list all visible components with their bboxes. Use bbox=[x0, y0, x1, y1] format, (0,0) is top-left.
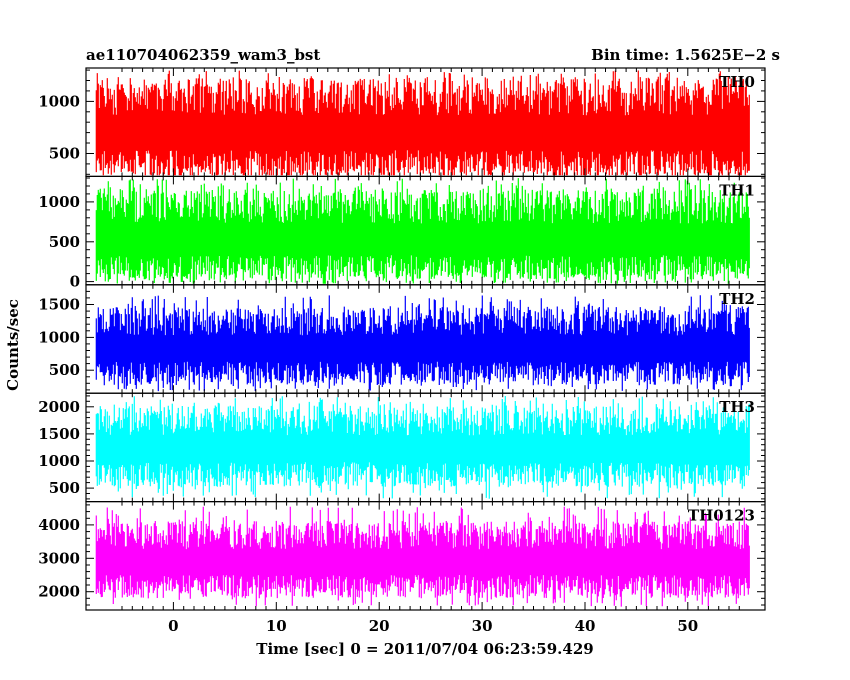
y-tick-label: 1000 bbox=[38, 193, 80, 211]
panel-name-label: TH0123 bbox=[688, 507, 755, 525]
panel-name-label: TH2 bbox=[719, 290, 755, 308]
panel-th3: 500 1000 1500 2000 TH3 bbox=[38, 392, 766, 503]
panel-th1: 0 500 1000 TH1 bbox=[38, 175, 766, 291]
series-th2 bbox=[95, 295, 750, 392]
series-th3 bbox=[95, 396, 750, 499]
panel-th2: 500 1000 1500 TH2 bbox=[38, 284, 766, 394]
y-tick-label: 1000 bbox=[38, 452, 80, 470]
y-tick-label: 4000 bbox=[38, 516, 80, 534]
series-th0123 bbox=[95, 506, 750, 607]
x-tick-label: 20 bbox=[369, 617, 390, 635]
panel-frame bbox=[85, 501, 766, 611]
x-tick-label: 10 bbox=[266, 617, 287, 635]
y-tick-label: 500 bbox=[49, 233, 80, 251]
series-th0 bbox=[95, 70, 750, 176]
y-tick-label: 0 bbox=[70, 273, 80, 291]
series-th1 bbox=[95, 178, 750, 284]
bin-time-label: Bin time: 1.5625E−2 s bbox=[591, 46, 780, 64]
panel-th0123: 2000 3000 4000 TH0123 bbox=[38, 501, 766, 611]
x-axis-label: Time [sec] 0 = 2011/07/04 06:23:59.429 bbox=[256, 640, 593, 658]
y-tick-label: 500 bbox=[49, 479, 80, 497]
observation-id-title: ae110704062359_wam3_bst bbox=[86, 46, 320, 64]
panel-th0: 500 1000 TH0 bbox=[38, 67, 766, 178]
x-tick-label: 30 bbox=[472, 617, 493, 635]
y-tick-label: 1500 bbox=[38, 425, 80, 443]
y-tick-label: 1500 bbox=[38, 296, 80, 314]
x-tick-label: 0 bbox=[168, 617, 178, 635]
y-tick-label: 1000 bbox=[38, 92, 80, 110]
x-tick-label: 40 bbox=[575, 617, 596, 635]
panel-name-label: TH1 bbox=[719, 181, 755, 199]
y-tick-label: 2000 bbox=[38, 583, 80, 601]
y-tick-label: 2000 bbox=[38, 398, 80, 416]
y-axis-label: Counts/sec bbox=[4, 299, 22, 391]
y-tick-label: 1000 bbox=[38, 328, 80, 346]
y-tick-label: 3000 bbox=[38, 549, 80, 567]
y-tick-label: 500 bbox=[49, 145, 80, 163]
panel-name-label: TH0 bbox=[719, 73, 755, 91]
panel-name-label: TH3 bbox=[719, 398, 755, 416]
y-tick-label: 500 bbox=[49, 361, 80, 379]
x-tick-label: 50 bbox=[677, 617, 698, 635]
